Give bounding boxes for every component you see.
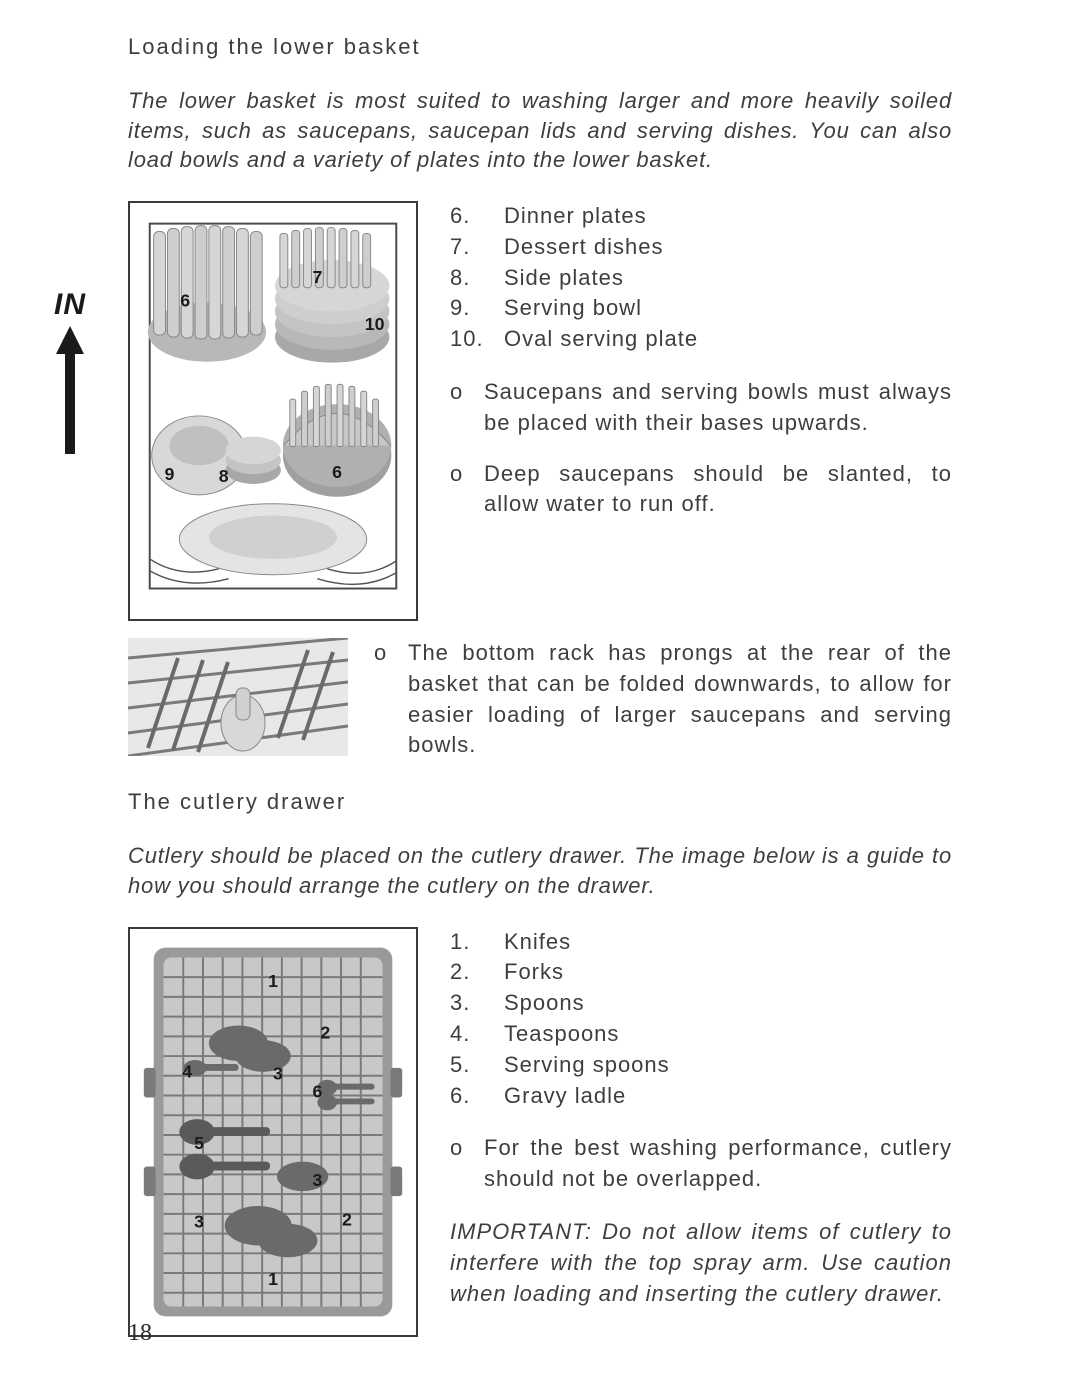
up-arrow-icon: [55, 326, 85, 456]
lower-basket-diagram: 6 7 10 9 8 6: [128, 201, 418, 621]
list-item: 9.Serving bowl: [450, 293, 952, 324]
list-item: 7.Dessert dishes: [450, 232, 952, 263]
prong-thumbnail: [128, 638, 348, 756]
diagram2-label-2b: 2: [342, 1209, 352, 1229]
prong-note: o The bottom rack has prongs at the rear…: [374, 638, 952, 761]
page-number: 18: [128, 1320, 152, 1347]
diagram1-label-7: 7: [312, 267, 322, 287]
diagram2-label-2a: 2: [320, 1022, 330, 1042]
section1-intro: The lower basket is most suited to washi…: [128, 86, 952, 175]
diagram2-label-3a: 3: [273, 1063, 283, 1083]
lower-basket-item-list: 6.Dinner plates 7.Dessert dishes 8.Side …: [450, 201, 952, 355]
cutlery-notes: oFor the best washing performance, cutle…: [450, 1133, 952, 1195]
section1-heading: Loading the lower basket: [128, 34, 952, 60]
list-item: 8.Side plates: [450, 263, 952, 294]
diagram1-label-9: 9: [165, 464, 175, 484]
list-item: 1.Knifes: [450, 927, 952, 958]
diagram2-label-1b: 1: [268, 1268, 278, 1288]
in-label: IN: [54, 288, 86, 322]
diagram2-label-1a: 1: [268, 971, 278, 991]
section2-heading: The cutlery drawer: [128, 789, 952, 815]
list-item: 6.Dinner plates: [450, 201, 952, 232]
note-item: oSaucepans and serving bowls must always…: [450, 377, 952, 439]
list-item: 10.Oval serving plate: [450, 324, 952, 355]
diagram1-label-6a: 6: [180, 291, 190, 311]
list-item: 5.Serving spoons: [450, 1050, 952, 1081]
in-direction-indicator: IN: [54, 288, 86, 456]
diagram1-label-10: 10: [365, 314, 385, 334]
cutlery-item-list: 1.Knifes 2.Forks 3.Spoons 4.Teaspoons 5.…: [450, 927, 952, 1112]
list-item: 6.Gravy ladle: [450, 1081, 952, 1112]
lower-basket-notes: oSaucepans and serving bowls must always…: [450, 377, 952, 520]
diagram2-label-3b: 3: [312, 1170, 322, 1190]
list-item: 2.Forks: [450, 957, 952, 988]
diagram2-label-6: 6: [312, 1081, 322, 1101]
list-item: 4.Teaspoons: [450, 1019, 952, 1050]
diagram2-label-4: 4: [182, 1061, 192, 1081]
section2-intro: Cutlery should be placed on the cutlery …: [128, 841, 952, 900]
diagram2-label-3c: 3: [194, 1211, 204, 1231]
note-item: oDeep saucepans should be slanted, to al…: [450, 459, 952, 521]
important-note: IMPORTANT: Do not allow items of cutlery…: [450, 1217, 952, 1309]
diagram1-label-6b: 6: [332, 462, 342, 482]
note-item: oFor the best washing performance, cutle…: [450, 1133, 952, 1195]
cutlery-drawer-diagram: 1 2 4 3 6 5 3 3 2 1: [128, 927, 418, 1337]
list-item: 3.Spoons: [450, 988, 952, 1019]
diagram1-label-8: 8: [219, 466, 229, 486]
diagram2-label-5: 5: [194, 1132, 204, 1152]
